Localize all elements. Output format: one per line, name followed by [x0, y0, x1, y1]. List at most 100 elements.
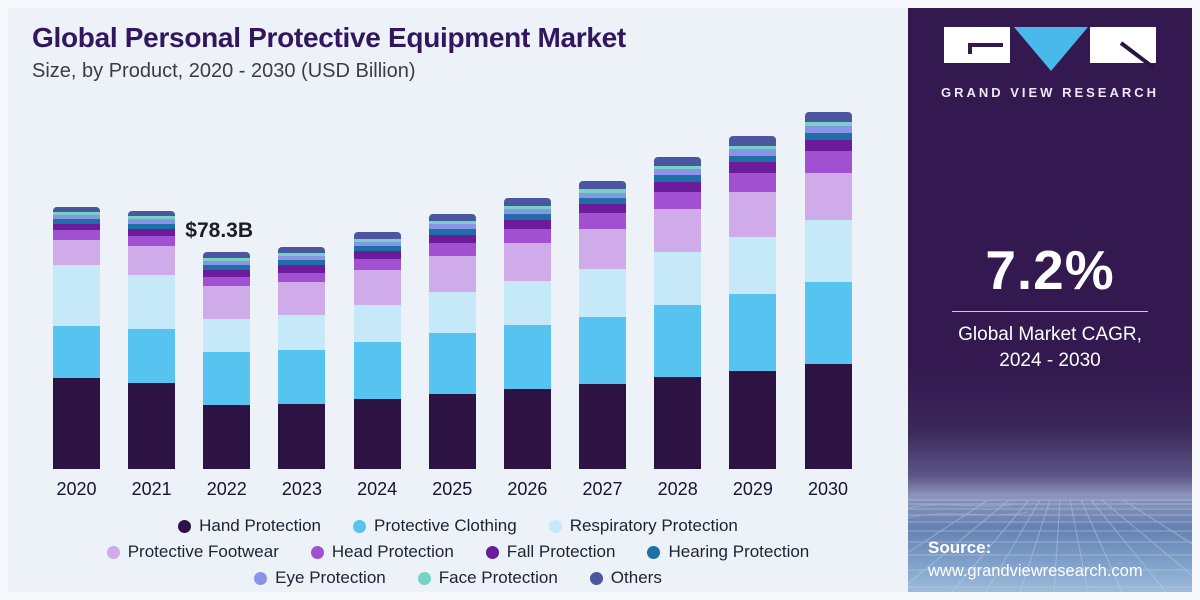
bar-segment-face-protection — [503, 205, 551, 209]
bar-segment-head-protection — [729, 172, 777, 193]
bar-segment-protective-clothing — [353, 342, 401, 400]
bar-segment-protective-footwear — [353, 270, 401, 305]
bar-segment-hearing-protection — [203, 265, 251, 271]
bar-segment-hand-protection — [203, 405, 251, 469]
bar-segment-protective-footwear — [428, 255, 476, 293]
bar-segment-eye-protection — [53, 214, 100, 220]
x-axis-label-2025: 2025 — [432, 479, 473, 499]
legend-label: Protective Clothing — [374, 516, 517, 535]
wireframe-mesh-decoration — [908, 499, 1192, 592]
bar-segment-face-protection — [428, 221, 476, 225]
legend-dot-icon — [353, 519, 367, 533]
legend-item-respiratory-protection: Respiratory Protection — [548, 516, 738, 536]
cagr-caption-line1: Global Market CAGR, — [958, 324, 1142, 345]
bar-segment-protective-clothing — [579, 316, 627, 385]
legend-dot-icon — [647, 545, 661, 559]
bar-segment-others — [503, 197, 551, 206]
bar-segment-protective-footwear — [579, 228, 627, 269]
bar-segment-others — [804, 112, 852, 123]
bar-segment-fall-protection — [654, 181, 702, 192]
bar-2027 — [579, 181, 627, 469]
bar-segment-respiratory-protection — [804, 220, 852, 283]
bar-segment-hand-protection — [579, 384, 627, 469]
bar-segment-fall-protection — [53, 224, 100, 231]
bar-2026 — [503, 197, 551, 469]
bar-segment-hand-protection — [503, 389, 551, 469]
bar-segment-protective-footwear — [203, 286, 251, 319]
bar-segment-protective-footwear — [128, 246, 176, 275]
gvr-logo-icon — [944, 27, 1156, 71]
legend-row: Protective Footwear Head Protection Fall P… — [8, 542, 908, 562]
page-title: Global Personal Protective Equipment Mar… — [32, 22, 626, 53]
x-axis-label-2022: 2022 — [206, 479, 247, 499]
legend-label: Fall Protection — [506, 542, 616, 561]
bar-segment-hearing-protection — [579, 198, 627, 205]
bar-segment-eye-protection — [353, 241, 401, 247]
legend-label: Eye Protection — [275, 568, 386, 587]
legend-item-others: Others — [589, 568, 662, 588]
bar-segment-protective-clothing — [654, 304, 702, 378]
bar-segment-head-protection — [804, 151, 852, 173]
x-axis-label-2024: 2024 — [357, 479, 398, 499]
bar-segment-head-protection — [353, 259, 401, 271]
bar-segment-face-protection — [203, 257, 251, 262]
bar-segment-protective-footwear — [654, 209, 702, 252]
legend-item-hand-protection: Hand Protection — [178, 516, 321, 536]
bar-segment-face-protection — [353, 238, 401, 242]
x-axis-label-2029: 2029 — [732, 479, 773, 499]
bar-segment-head-protection — [503, 228, 551, 243]
bar-segment-head-protection — [278, 272, 326, 283]
x-axis-label-2020: 2020 — [56, 479, 97, 499]
bar-segment-fall-protection — [128, 229, 176, 236]
bar-segment-hearing-protection — [353, 246, 401, 252]
bar-2028 — [654, 156, 702, 469]
bar-segment-protective-footwear — [53, 240, 100, 266]
page-subtitle: Size, by Product, 2020 - 2030 (USD Billi… — [32, 60, 416, 82]
legend-row: Hand Protection Protective Clothing Respir… — [8, 516, 908, 536]
bar-segment-others — [729, 136, 777, 146]
bar-segment-fall-protection — [353, 251, 401, 260]
bar-segment-eye-protection — [804, 126, 852, 134]
bar-segment-others — [353, 232, 401, 239]
x-axis-label-2026: 2026 — [507, 479, 548, 499]
bar-segment-face-protection — [729, 145, 777, 150]
bar-segment-head-protection — [128, 235, 176, 247]
legend-label: Hand Protection — [199, 516, 322, 535]
source-url[interactable]: www.grandviewresearch.com — [928, 562, 1143, 580]
source-block: Source: www.grandviewresearch.com — [928, 538, 1143, 581]
chart-panel: Global Personal Protective Equipment Mar… — [8, 8, 908, 592]
bar-segment-others — [278, 246, 326, 253]
x-axis-label-2023: 2023 — [281, 479, 322, 499]
bar-segment-fall-protection — [729, 162, 777, 173]
bar-segment-protective-footwear — [729, 192, 777, 237]
bar-segment-hearing-protection — [428, 229, 476, 235]
bar-segment-hand-protection — [353, 399, 401, 469]
legend-label: Hearing Protection — [668, 542, 810, 561]
bar-2022 — [203, 252, 251, 469]
bar-segment-fall-protection — [203, 270, 251, 278]
chart-legend: Hand Protection Protective Clothing Respir… — [8, 516, 908, 588]
bar-segment-others — [579, 181, 627, 190]
bar-segment-hearing-protection — [503, 214, 551, 221]
legend-dot-icon — [254, 571, 268, 585]
bar-segment-face-protection — [278, 253, 326, 257]
bar-segment-others — [654, 156, 702, 166]
value-annotation-2022: $78.3B — [185, 219, 254, 243]
bar-segment-hand-protection — [128, 382, 176, 469]
legend-item-protective-footwear: Protective Footwear — [106, 542, 279, 562]
bar-segment-eye-protection — [278, 256, 326, 261]
bar-segment-hand-protection — [729, 370, 777, 469]
legend-dot-icon — [310, 545, 324, 559]
bar-segment-respiratory-protection — [353, 304, 401, 343]
bar-segment-respiratory-protection — [203, 318, 251, 353]
bar-segment-face-protection — [128, 216, 176, 220]
cagr-block: 7.2% Global Market CAGR, 2024 - 2030 — [908, 238, 1192, 374]
legend-dot-icon — [548, 519, 562, 533]
bar-segment-others — [428, 213, 476, 222]
bar-segment-face-protection — [53, 212, 100, 215]
bar-segment-hand-protection — [804, 364, 852, 469]
bar-segment-protective-clothing — [729, 293, 777, 371]
bar-segment-protective-clothing — [428, 333, 476, 394]
x-axis-label-2030: 2030 — [807, 479, 849, 499]
bar-2029 — [729, 136, 777, 469]
